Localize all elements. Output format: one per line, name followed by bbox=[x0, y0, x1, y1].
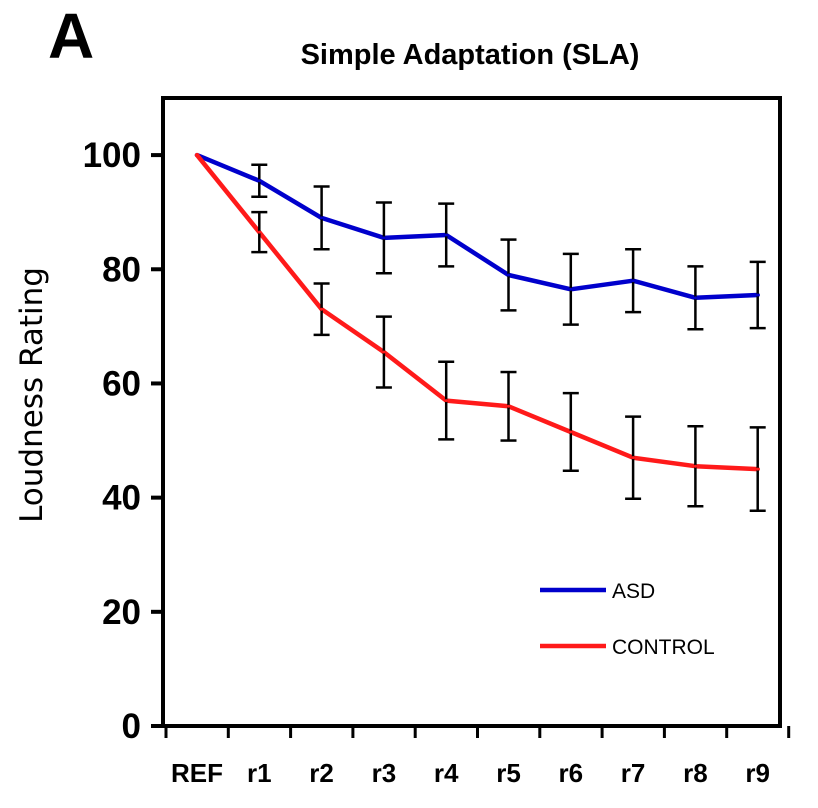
y-tick-label: 80 bbox=[102, 250, 141, 289]
data-point bbox=[569, 430, 573, 434]
x-tick-label: r8 bbox=[683, 758, 708, 788]
y-tick-label: 40 bbox=[102, 479, 141, 518]
data-point bbox=[569, 287, 573, 291]
x-tick-label: r1 bbox=[247, 758, 272, 788]
legend-label: ASD bbox=[612, 580, 655, 603]
x-tick-label: r4 bbox=[434, 758, 459, 788]
series-asd bbox=[194, 152, 766, 331]
data-point bbox=[382, 350, 386, 354]
y-tick-label: 100 bbox=[83, 136, 141, 175]
x-tick-label: r5 bbox=[496, 758, 521, 788]
data-point bbox=[507, 404, 510, 408]
series-layer bbox=[194, 152, 766, 513]
plot-area-frame bbox=[161, 96, 782, 728]
y-axis: 0 20 40 60 80 100 bbox=[83, 136, 163, 746]
chart-title: Simple Adaptation (SLA) bbox=[301, 39, 640, 71]
y-axis-label: Loudness Rating bbox=[14, 267, 50, 523]
x-tick-label: REF bbox=[171, 758, 223, 788]
data-point bbox=[382, 236, 386, 240]
data-point bbox=[693, 296, 697, 300]
panel-label: A bbox=[48, 0, 94, 72]
data-point bbox=[257, 230, 261, 234]
data-point bbox=[756, 293, 760, 297]
x-tick-label: r2 bbox=[309, 758, 334, 788]
series-line bbox=[194, 152, 760, 301]
data-point bbox=[507, 273, 510, 277]
x-tick-label: r9 bbox=[745, 758, 770, 788]
data-point bbox=[195, 153, 199, 157]
legend: ASD CONTROL bbox=[540, 580, 715, 659]
series-line bbox=[194, 152, 760, 472]
y-tick-label: 20 bbox=[102, 593, 141, 632]
y-tick-label: 60 bbox=[102, 364, 141, 403]
x-tick-label: r7 bbox=[621, 758, 646, 788]
data-point bbox=[756, 467, 760, 471]
data-point bbox=[693, 464, 697, 468]
x-axis: REF r1 r2 r3 r4 r5 r6 r7 r8 r9 bbox=[164, 726, 791, 788]
data-point bbox=[257, 179, 261, 183]
data-point bbox=[631, 279, 635, 283]
data-point bbox=[444, 233, 448, 237]
series-control bbox=[194, 152, 766, 513]
data-point bbox=[320, 216, 324, 220]
x-tick-label: r6 bbox=[559, 758, 584, 788]
legend-label: CONTROL bbox=[612, 636, 715, 659]
x-tick-label: r3 bbox=[372, 758, 397, 788]
data-point bbox=[320, 307, 324, 311]
data-point bbox=[631, 456, 635, 460]
data-point bbox=[444, 399, 448, 403]
y-tick-label: 0 bbox=[122, 707, 141, 746]
